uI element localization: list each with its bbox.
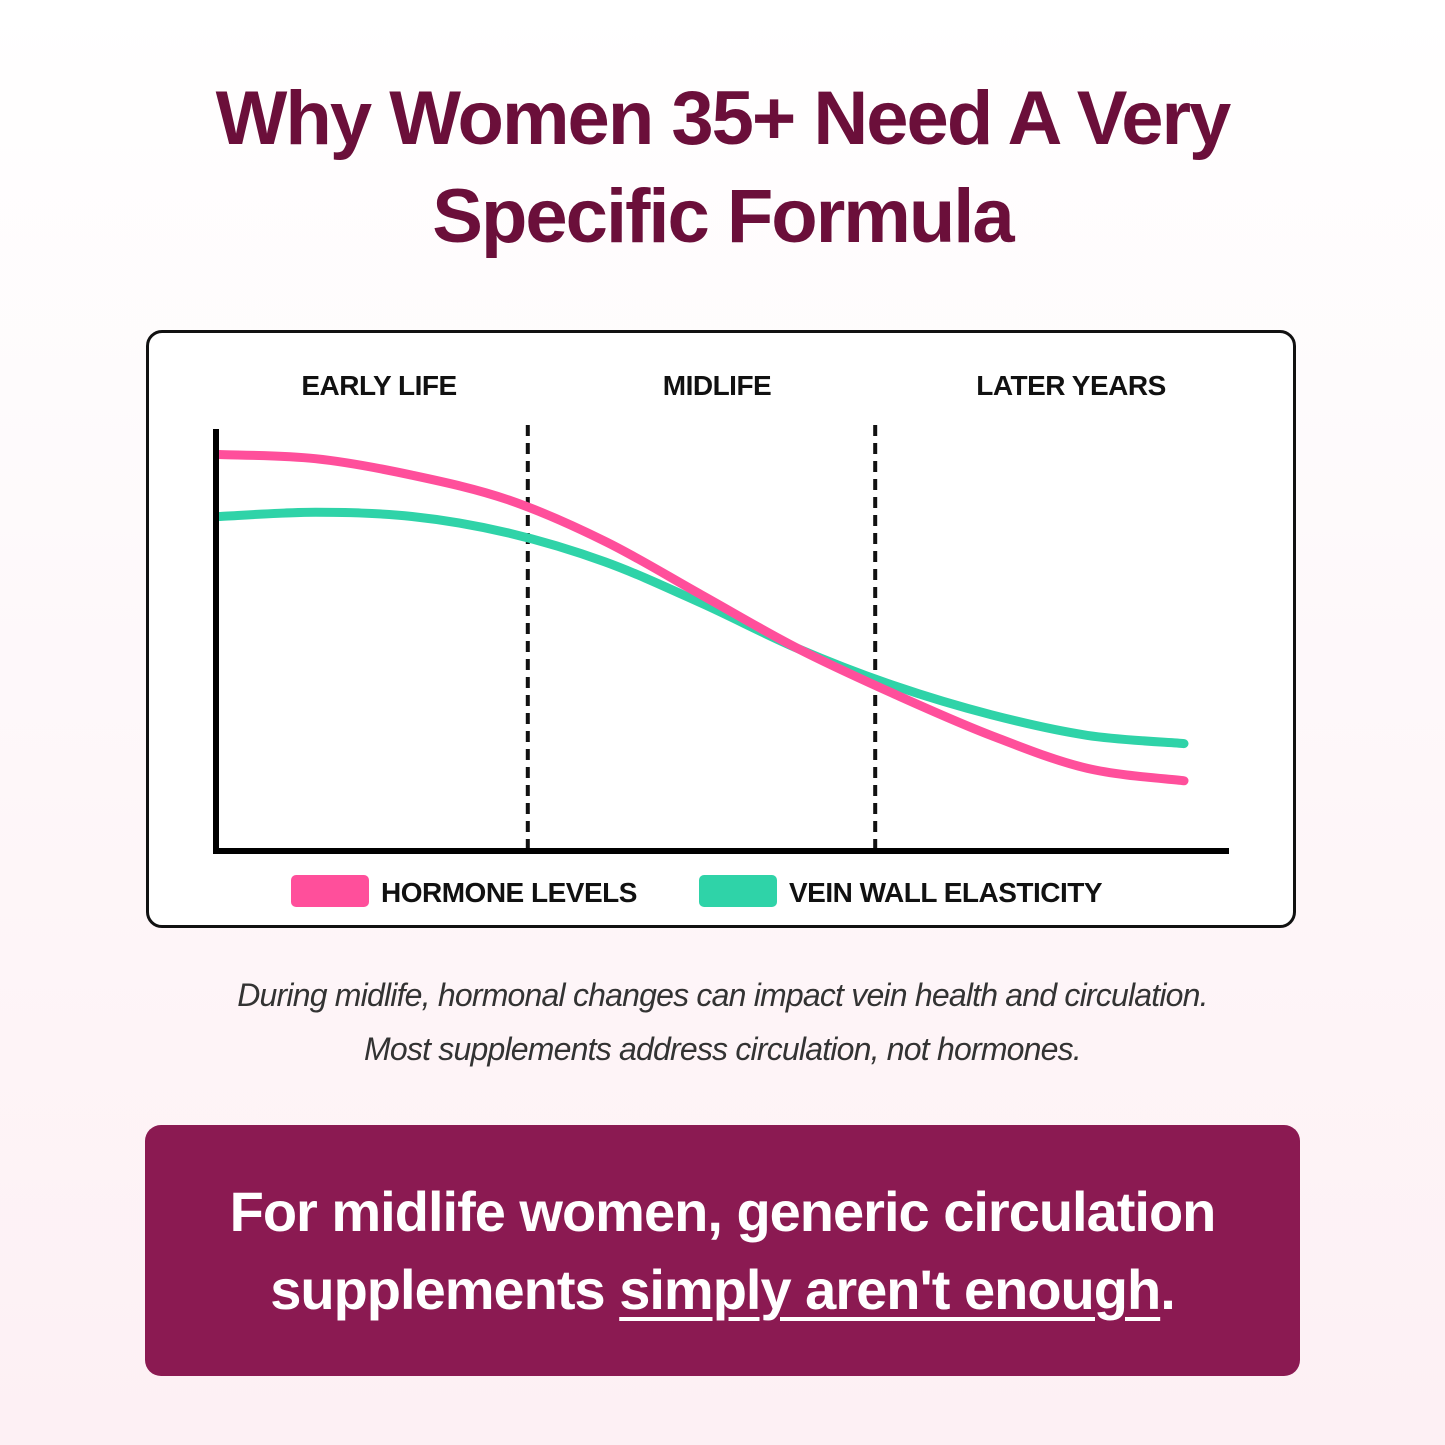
series-line-hormone-levels [214,450,1189,786]
legend-swatch-1 [291,875,369,907]
caption-line-2: Most supplements address circulation, no… [364,1031,1082,1067]
phase-label-1: EARLY LIFE [301,370,456,401]
legend-label-2: VEIN WALL ELASTICITY [789,877,1103,908]
phase-label-3: LATER YEARS [976,370,1166,401]
banner-line-2-prefix: supplements [270,1257,620,1321]
line-chart: EARLY LIFE MIDLIFE LATER YEARS HORMONE LEVE… [213,370,1229,908]
phase-label-2: MIDLIFE [663,370,772,401]
callout-banner: For midlife women, generic circulation s… [145,1125,1300,1376]
caption-line-1: During midlife, hormonal changes can imp… [237,977,1208,1013]
legend-label-1: HORMONE LEVELS [381,877,637,908]
banner-line-2-suffix: . [1160,1257,1176,1321]
chart-card: EARLY LIFE MIDLIFE LATER YEARS HORMONE LEVE… [146,330,1296,928]
title-line-2: Specific Formula [432,174,1014,259]
banner-line-2: supplements simply aren't enough. [270,1251,1175,1329]
banner-emphasis: simply aren't enough [619,1257,1161,1321]
chart-caption: During midlife, hormonal changes can imp… [0,968,1445,1076]
title-line-1: Why Women 35+ Need A Very [215,76,1232,161]
series-line-vein-wall-elasticity [214,507,1189,749]
page-title: Why Women 35+ Need A Very Specific Formu… [0,70,1445,266]
banner-line-1: For midlife women, generic circulation [229,1179,1217,1243]
legend-swatch-2 [699,875,777,907]
